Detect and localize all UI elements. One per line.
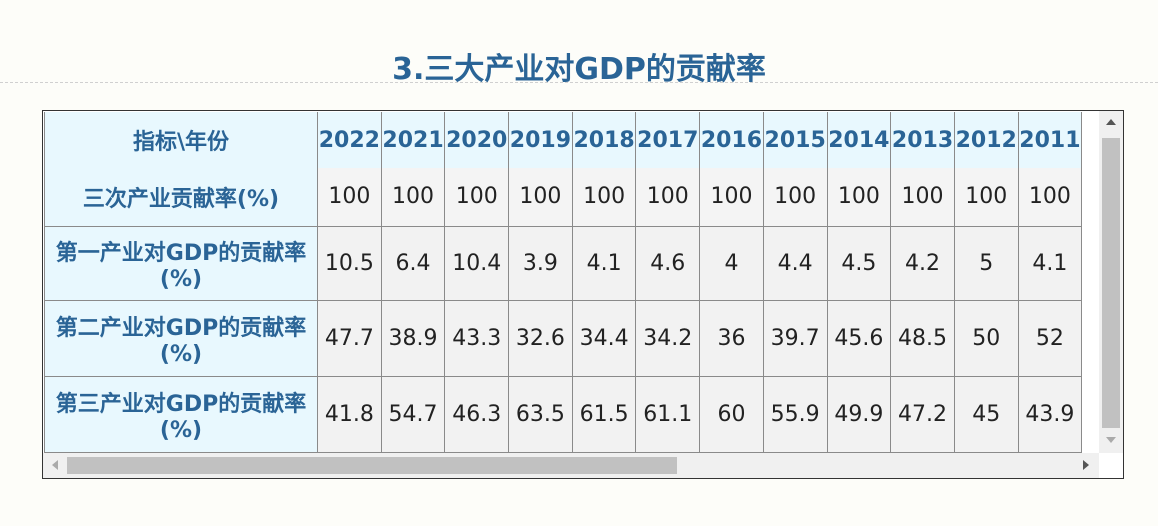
value-cell: 47.7 — [317, 299, 382, 377]
value-cell: 60 — [699, 375, 764, 453]
year-header: 2015 — [762, 112, 828, 168]
value-cell: 5 — [953, 225, 1019, 301]
scroll-right[interactable] — [1083, 460, 1089, 470]
value-cell: 100 — [571, 168, 637, 226]
scroll-down[interactable] — [1106, 437, 1116, 443]
value-cell: 55.9 — [762, 375, 828, 453]
row-header: 第二产业对GDP的贡献率(%) — [44, 299, 318, 377]
year-header: 2019 — [508, 112, 573, 168]
year-header: 2017 — [635, 112, 701, 168]
year-header: 2011 — [1017, 112, 1083, 168]
value-cell: 100 — [1017, 168, 1083, 226]
value-cell: 4.5 — [826, 225, 892, 301]
value-cell: 46.3 — [444, 375, 510, 453]
value-cell: 45.6 — [826, 299, 892, 377]
header-row: 指标\年份 2022 2021 2020 2019 2018 2017 2016 2015 201… — [44, 112, 1083, 168]
divider — [0, 82, 1158, 83]
value-cell: 100 — [953, 168, 1019, 226]
value-cell: 43.3 — [444, 299, 510, 377]
horizontal-scrollbar[interactable] — [43, 453, 1099, 478]
value-cell: 48.5 — [890, 299, 955, 377]
value-cell: 45 — [953, 375, 1019, 453]
value-cell: 4.6 — [635, 225, 701, 301]
value-cell: 4.1 — [571, 225, 637, 301]
scroll-thumb[interactable] — [1102, 138, 1120, 428]
value-cell: 100 — [699, 168, 764, 226]
value-cell: 100 — [826, 168, 892, 226]
value-cell: 61.1 — [635, 375, 701, 453]
value-cell: 41.8 — [317, 375, 382, 453]
page-title: 3.三大产业对GDP的贡献率 — [392, 52, 766, 87]
data-row: 第二产业对GDP的贡献率(%) 47.7 38.9 43.3 32.6 34.4 34.2 3… — [44, 299, 1083, 377]
year-header: 2014 — [826, 112, 892, 168]
value-cell: 50 — [953, 299, 1019, 377]
corner-header: 指标\年份 — [44, 112, 318, 168]
value-cell: 52 — [1017, 299, 1083, 377]
value-cell: 4.4 — [762, 225, 828, 301]
value-cell: 63.5 — [508, 375, 573, 453]
scroll-up[interactable] — [1106, 119, 1116, 125]
value-cell: 4 — [699, 225, 764, 301]
value-cell: 4.2 — [890, 225, 955, 301]
value-cell: 34.4 — [571, 299, 637, 377]
value-cell: 36 — [699, 299, 764, 377]
table-viewport: 指标\年份 2022 2021 2020 2019 2018 2017 2016 2015 201… — [43, 111, 1099, 453]
scroll-thumb[interactable] — [67, 457, 677, 474]
value-cell: 47.2 — [890, 375, 955, 453]
data-row: 第一产业对GDP的贡献率(%) 10.5 6.4 10.4 3.9 4.1 4.6 4 4.4 4… — [44, 225, 1083, 301]
row-header: 三次产业贡献率(%) — [44, 168, 318, 226]
data-table: 指标\年份 2022 2021 2020 2019 2018 2017 2016 2015 201… — [44, 112, 1083, 453]
row-header: 第一产业对GDP的贡献率(%) — [44, 225, 318, 301]
table-container: 指标\年份 2022 2021 2020 2019 2018 2017 2016 2015 201… — [42, 110, 1124, 479]
year-header: 2021 — [380, 112, 446, 168]
value-cell: 100 — [635, 168, 701, 226]
year-header: 2018 — [571, 112, 637, 168]
row-header: 第三产业对GDP的贡献率(%) — [44, 375, 318, 453]
year-header: 2022 — [317, 112, 382, 168]
value-cell: 39.7 — [762, 299, 828, 377]
value-cell: 38.9 — [380, 299, 446, 377]
value-cell: 34.2 — [635, 299, 701, 377]
value-cell: 100 — [380, 168, 446, 226]
value-cell: 10.5 — [317, 225, 382, 301]
value-cell: 54.7 — [380, 375, 446, 453]
year-header: 2012 — [953, 112, 1019, 168]
value-cell: 43.9 — [1017, 375, 1083, 453]
scroll-left[interactable] — [52, 460, 58, 470]
value-cell: 100 — [317, 168, 382, 226]
year-header: 2013 — [890, 112, 955, 168]
data-row: 三次产业贡献率(%) 100 100 100 100 100 100 100 100 100 100… — [44, 168, 1083, 226]
vertical-scrollbar[interactable] — [1099, 111, 1123, 453]
value-cell: 61.5 — [571, 375, 637, 453]
value-cell: 3.9 — [508, 225, 573, 301]
value-cell: 100 — [890, 168, 955, 226]
value-cell: 49.9 — [826, 375, 892, 453]
value-cell: 32.6 — [508, 299, 573, 377]
value-cell: 100 — [762, 168, 828, 226]
value-cell: 10.4 — [444, 225, 510, 301]
year-header: 2016 — [699, 112, 764, 168]
value-cell: 6.4 — [380, 225, 446, 301]
data-row: 第三产业对GDP的贡献率(%) 41.8 54.7 46.3 63.5 61.5 61.1 6… — [44, 375, 1083, 453]
value-cell: 100 — [444, 168, 510, 226]
year-header: 2020 — [444, 112, 510, 168]
value-cell: 4.1 — [1017, 225, 1083, 301]
value-cell: 100 — [508, 168, 573, 226]
